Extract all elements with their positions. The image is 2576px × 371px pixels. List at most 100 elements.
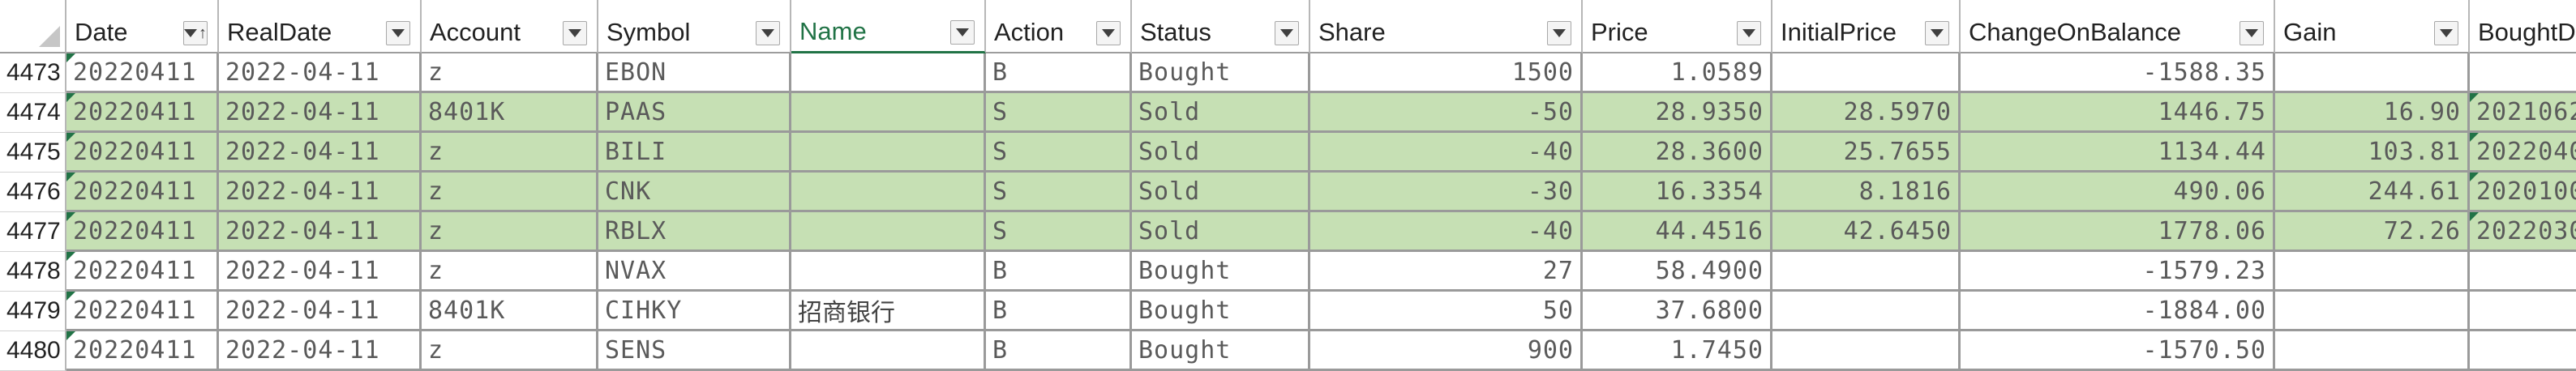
- column-header-changeonbalance[interactable]: ChangeOnBalance: [1961, 0, 2275, 53]
- cell-action[interactable]: B: [986, 53, 1132, 93]
- cell-share[interactable]: 50: [1310, 292, 1583, 331]
- cell-date[interactable]: 20220411: [66, 331, 219, 371]
- column-header-action[interactable]: Action: [986, 0, 1132, 53]
- cell-price[interactable]: 1.0589: [1583, 53, 1772, 93]
- cell-boughtdate[interactable]: 20201007: [2470, 173, 2576, 212]
- cell-symbol[interactable]: NVAX: [598, 252, 791, 292]
- cell-changeonbalance[interactable]: -1884.00: [1961, 292, 2275, 331]
- cell-account[interactable]: z: [422, 331, 598, 371]
- cell-realdate[interactable]: 2022-04-11: [219, 133, 422, 173]
- cell-initialprice[interactable]: [1772, 53, 1961, 93]
- cell-realdate[interactable]: 2022-04-11: [219, 173, 422, 212]
- cell-gain[interactable]: 244.61: [2275, 173, 2470, 212]
- cell-initialprice[interactable]: 8.1816: [1772, 173, 1961, 212]
- cell-changeonbalance[interactable]: 1134.44: [1961, 133, 2275, 173]
- cell-date[interactable]: 20220411: [66, 292, 219, 331]
- cell-status[interactable]: Bought: [1132, 252, 1310, 292]
- cell-account[interactable]: z: [422, 212, 598, 252]
- cell-realdate[interactable]: 2022-04-11: [219, 292, 422, 331]
- cell-date[interactable]: 20220411: [66, 252, 219, 292]
- cell-symbol[interactable]: PAAS: [598, 93, 791, 133]
- cell-share[interactable]: -40: [1310, 133, 1583, 173]
- cell-action[interactable]: B: [986, 292, 1132, 331]
- cell-changeonbalance[interactable]: -1570.50: [1961, 331, 2275, 371]
- column-header-share[interactable]: Share: [1310, 0, 1583, 53]
- cell-share[interactable]: -50: [1310, 93, 1583, 133]
- cell-realdate[interactable]: 2022-04-11: [219, 93, 422, 133]
- cell-account[interactable]: z: [422, 252, 598, 292]
- cell-initialprice[interactable]: [1772, 292, 1961, 331]
- cell-name[interactable]: [791, 331, 986, 371]
- cell-price[interactable]: 1.7450: [1583, 331, 1772, 371]
- cell-realdate[interactable]: 2022-04-11: [219, 252, 422, 292]
- row-number-header[interactable]: 4480: [0, 331, 66, 371]
- cell-status[interactable]: Bought: [1132, 292, 1310, 331]
- column-header-status[interactable]: Status: [1132, 0, 1310, 53]
- column-header-price[interactable]: Price: [1583, 0, 1772, 53]
- filter-dropdown-button-share[interactable]: [1547, 21, 1571, 45]
- cell-symbol[interactable]: EBON: [598, 53, 791, 93]
- cell-date[interactable]: 20220411: [66, 212, 219, 252]
- column-header-name[interactable]: Name: [791, 0, 986, 53]
- filter-dropdown-button-initialprice[interactable]: [1925, 21, 1949, 45]
- cell-boughtdate[interactable]: [2470, 292, 2576, 331]
- row-number-header[interactable]: 4474: [0, 93, 66, 133]
- cell-share[interactable]: -30: [1310, 173, 1583, 212]
- cell-changeonbalance[interactable]: -1579.23: [1961, 252, 2275, 292]
- cell-price[interactable]: 37.6800: [1583, 292, 1772, 331]
- cell-account[interactable]: z: [422, 173, 598, 212]
- cell-action[interactable]: S: [986, 173, 1132, 212]
- cell-gain[interactable]: [2275, 292, 2470, 331]
- cell-boughtdate[interactable]: [2470, 252, 2576, 292]
- cell-date[interactable]: 20220411: [66, 133, 219, 173]
- cell-name[interactable]: [791, 93, 986, 133]
- cell-status[interactable]: Bought: [1132, 331, 1310, 371]
- cell-action[interactable]: S: [986, 93, 1132, 133]
- cell-boughtdate[interactable]: [2470, 331, 2576, 371]
- select-all-corner[interactable]: [0, 0, 66, 53]
- cell-status[interactable]: Sold: [1132, 212, 1310, 252]
- cell-symbol[interactable]: CNK: [598, 173, 791, 212]
- cell-name[interactable]: [791, 133, 986, 173]
- cell-action[interactable]: B: [986, 252, 1132, 292]
- cell-status[interactable]: Sold: [1132, 173, 1310, 212]
- cell-symbol[interactable]: CIHKY: [598, 292, 791, 331]
- cell-status[interactable]: Sold: [1132, 93, 1310, 133]
- filter-dropdown-button-name[interactable]: [950, 20, 975, 45]
- column-header-account[interactable]: Account: [422, 0, 598, 53]
- cell-date[interactable]: 20220411: [66, 53, 219, 93]
- cell-name[interactable]: [791, 212, 986, 252]
- cell-changeonbalance[interactable]: 1446.75: [1961, 93, 2275, 133]
- cell-gain[interactable]: [2275, 53, 2470, 93]
- cell-initialprice[interactable]: [1772, 331, 1961, 371]
- cell-gain[interactable]: 103.81: [2275, 133, 2470, 173]
- row-number-header[interactable]: 4473: [0, 53, 66, 93]
- cell-price[interactable]: 44.4516: [1583, 212, 1772, 252]
- row-number-header[interactable]: 4477: [0, 212, 66, 252]
- cell-realdate[interactable]: 2022-04-11: [219, 53, 422, 93]
- row-number-header[interactable]: 4475: [0, 133, 66, 173]
- cell-realdate[interactable]: 2022-04-11: [219, 212, 422, 252]
- column-header-boughtdate[interactable]: BoughtDate: [2470, 0, 2576, 53]
- row-number-header[interactable]: 4478: [0, 252, 66, 292]
- filter-dropdown-button-realdate[interactable]: [386, 21, 410, 45]
- filter-dropdown-button-price[interactable]: [1737, 21, 1761, 45]
- cell-account[interactable]: 8401K: [422, 93, 598, 133]
- cell-boughtdate[interactable]: 20210624: [2470, 93, 2576, 133]
- row-number-header[interactable]: 4476: [0, 173, 66, 212]
- cell-initialprice[interactable]: 28.5970: [1772, 93, 1961, 133]
- cell-price[interactable]: 16.3354: [1583, 173, 1772, 212]
- cell-price[interactable]: 28.9350: [1583, 93, 1772, 133]
- cell-realdate[interactable]: 2022-04-11: [219, 331, 422, 371]
- row-number-header[interactable]: 4479: [0, 292, 66, 331]
- column-header-realdate[interactable]: RealDate: [219, 0, 422, 53]
- cell-price[interactable]: 28.3600: [1583, 133, 1772, 173]
- cell-initialprice[interactable]: 25.7655: [1772, 133, 1961, 173]
- cell-share[interactable]: -40: [1310, 212, 1583, 252]
- column-header-date[interactable]: Date ↑: [66, 0, 219, 53]
- cell-boughtdate[interactable]: 20220408: [2470, 133, 2576, 173]
- cell-changeonbalance[interactable]: 1778.06: [1961, 212, 2275, 252]
- cell-gain[interactable]: [2275, 331, 2470, 371]
- filter-dropdown-button-gain[interactable]: [2434, 21, 2458, 45]
- cell-status[interactable]: Bought: [1132, 53, 1310, 93]
